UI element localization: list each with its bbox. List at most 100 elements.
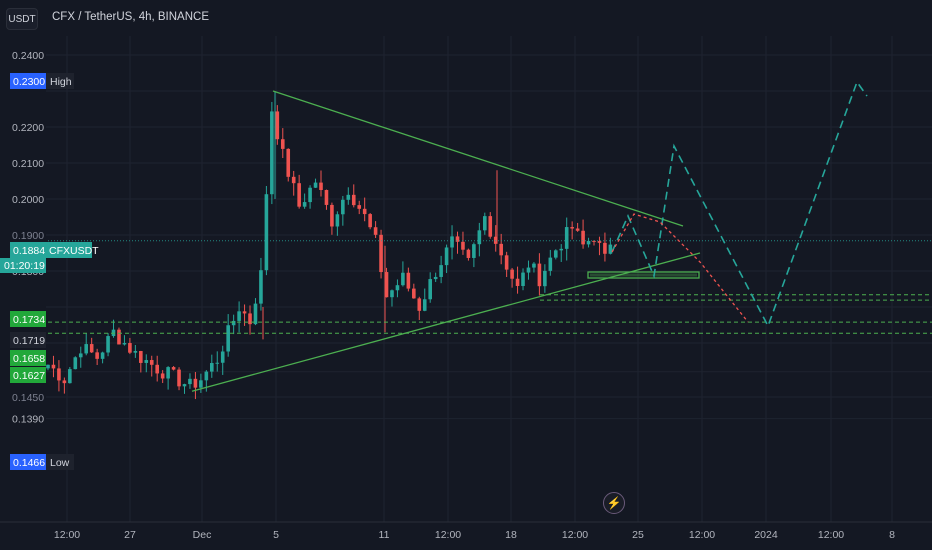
level-price-value: 0.1734 (13, 314, 45, 326)
candle-body (575, 228, 580, 231)
candle-body (160, 373, 165, 379)
candle-body (242, 311, 247, 314)
high-label: High (50, 76, 72, 88)
candle-body (68, 369, 72, 384)
candle-body (570, 227, 574, 229)
time-tick-label: 8 (889, 529, 895, 541)
candle-body (472, 244, 476, 258)
lightning-icon[interactable]: ⚡ (603, 492, 625, 514)
symbol-title[interactable]: CFX / TetherUS, 4h, BINANCE (52, 11, 210, 23)
candle-body (51, 364, 56, 369)
candle-body (341, 199, 345, 215)
candle-body (237, 311, 241, 321)
time-tick-label: 12:00 (562, 529, 588, 541)
high-label-badge (46, 73, 74, 89)
price-axis (0, 36, 46, 522)
candle-body (259, 270, 263, 304)
price-tick-label: 0.2200 (12, 122, 44, 134)
candle-body (466, 249, 471, 258)
candle-body (422, 299, 427, 311)
quote-currency-badge[interactable]: USDT (6, 8, 38, 30)
candles (46, 101, 613, 400)
candle-body (319, 182, 323, 191)
time-tick-label: 12:00 (689, 529, 715, 541)
candle-body (171, 367, 176, 370)
time-tick-label: 12:00 (818, 529, 844, 541)
candle-body (280, 139, 285, 149)
candle-body (204, 371, 209, 381)
time-tick-label: 11 (379, 529, 390, 541)
time-axis (0, 522, 932, 550)
level-badge (10, 311, 46, 327)
last-price-badge (10, 242, 46, 258)
price-tick-label: 0.1450 (12, 392, 44, 404)
candle-body (177, 369, 181, 387)
candle-body (100, 352, 105, 359)
triangle-upper-line (272, 90, 684, 227)
candle-body (597, 241, 602, 243)
candle-body (182, 384, 187, 387)
candle-body (384, 272, 389, 298)
candle-body (346, 194, 351, 200)
candle-body (57, 368, 61, 381)
bearish-projection-path (611, 213, 749, 323)
candle-body (362, 208, 367, 215)
candle-body (433, 276, 438, 280)
candle-body (264, 194, 269, 271)
candle-body (515, 278, 520, 286)
candle-body (286, 148, 291, 177)
candle-body (117, 329, 121, 345)
candle-body (581, 230, 585, 245)
candle-body (401, 272, 405, 286)
candle-body (253, 303, 258, 325)
candle-body (603, 242, 607, 254)
candle-body (226, 325, 230, 352)
candle-body (428, 279, 432, 300)
candle-body (188, 378, 192, 385)
low-price-badge (10, 454, 46, 470)
symbol-badge (46, 242, 92, 258)
candle-body (521, 272, 525, 286)
candle-body (357, 205, 362, 209)
candle-body (313, 182, 318, 188)
candle-body (553, 250, 558, 258)
candle-body (122, 343, 127, 345)
candle-body (291, 176, 296, 184)
level-price-value: 0.1658 (13, 353, 45, 365)
countdown-value: 01:20:19 (4, 260, 45, 272)
candle-body (210, 363, 214, 372)
candle-body (455, 236, 460, 242)
level-price-value: 0.1627 (13, 370, 45, 382)
candle-body (275, 111, 280, 140)
candle-body (308, 187, 312, 203)
candle-body (73, 357, 78, 370)
candle-body (390, 290, 394, 298)
candle-body (144, 360, 149, 363)
candle-body (586, 240, 591, 245)
candle-body (532, 263, 536, 268)
candle-body (373, 227, 378, 235)
candle-body (510, 269, 514, 279)
candle-body (406, 272, 411, 289)
candle-body (89, 344, 94, 353)
candle-body (324, 190, 329, 205)
price-tick-label: 0.1900 (12, 230, 44, 242)
price-tick-label: 0.2100 (12, 158, 44, 170)
candle-body (149, 360, 154, 365)
candle-body (128, 343, 132, 353)
candle-body (412, 288, 416, 299)
candle-body (368, 214, 372, 228)
candle-body (592, 240, 596, 242)
time-tick-label: 12:00 (54, 529, 80, 541)
candle-body (220, 351, 225, 363)
candle-body (417, 298, 422, 311)
price-tick-label: 0.1390 (12, 414, 44, 426)
candle-body (133, 351, 138, 353)
candle-body (335, 214, 340, 227)
price-tick-label: 0.2400 (12, 50, 44, 62)
time-tick-label: 25 (632, 529, 644, 541)
high-price-badge (10, 73, 46, 89)
countdown-badge (0, 258, 46, 273)
candle-body (379, 234, 383, 273)
